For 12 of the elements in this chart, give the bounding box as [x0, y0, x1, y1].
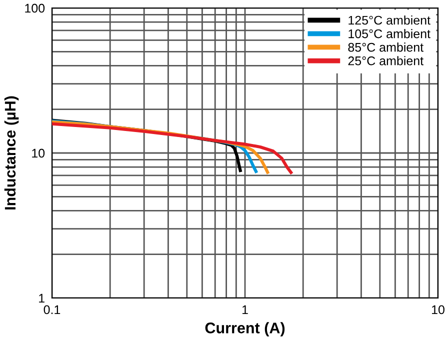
x-tick-label: 10 [432, 305, 444, 314]
legend-label: 25°C ambient [348, 56, 424, 66]
y-axis-title: Inductance (µH) [4, 96, 19, 210]
y-tick-label: 1 [39, 294, 44, 303]
legend-label: 85°C ambient [348, 42, 424, 52]
x-axis-title: Current (A) [205, 322, 285, 336]
y-tick-label: 10 [32, 148, 45, 158]
y-tick-label: 100 [25, 4, 45, 13]
x-tick-label: 0.1 [44, 305, 60, 314]
legend-label: 125°C ambient [348, 16, 430, 25]
legend-label: 105°C ambient [348, 29, 430, 38]
x-tick-label: 1 [242, 305, 248, 314]
